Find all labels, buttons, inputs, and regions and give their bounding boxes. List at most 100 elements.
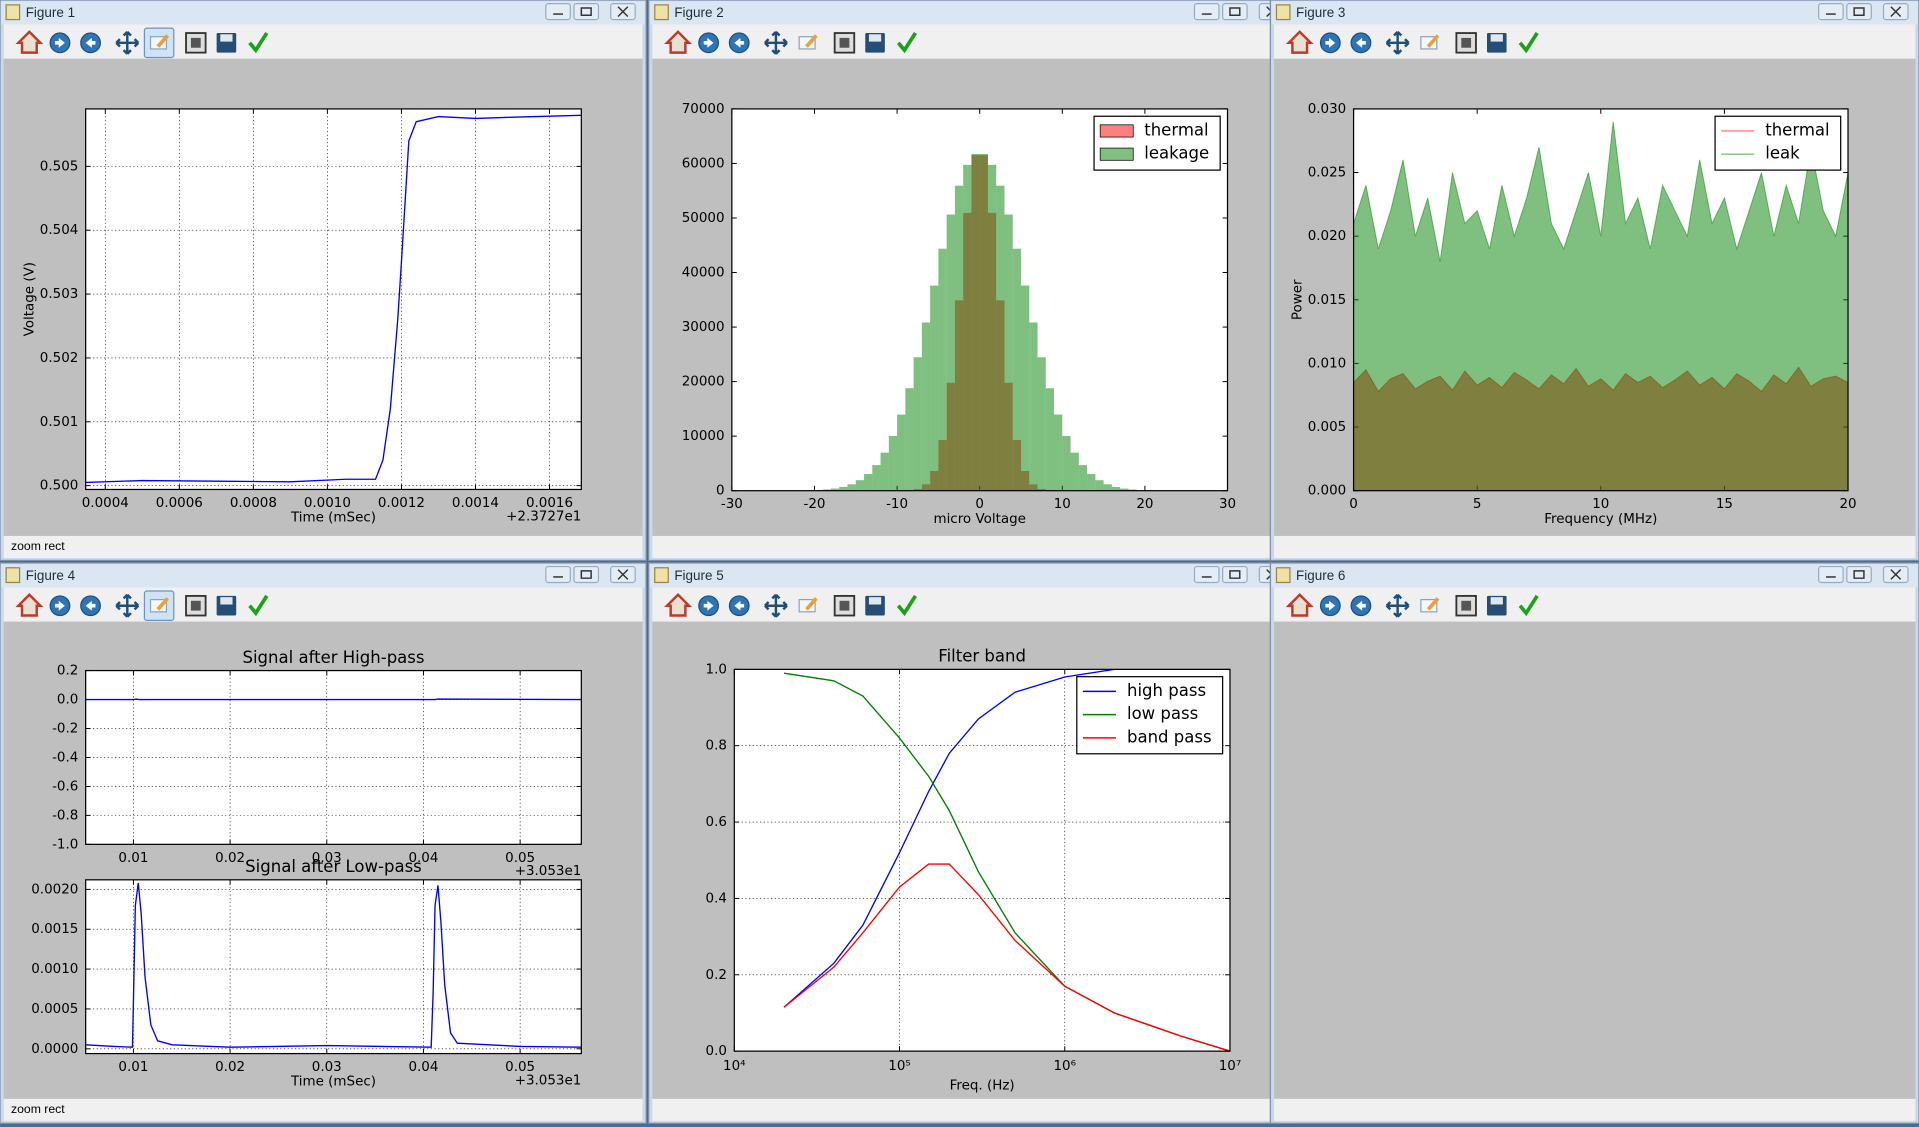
status-bar bbox=[3, 535, 643, 558]
home-icon bbox=[664, 30, 692, 54]
pan-button[interactable] bbox=[115, 593, 140, 618]
check-icon bbox=[248, 32, 269, 54]
y-tick-label: -0.2 bbox=[52, 721, 78, 736]
back-button[interactable] bbox=[698, 32, 720, 54]
back-button[interactable] bbox=[1319, 595, 1341, 617]
series-line bbox=[783, 669, 1230, 1008]
histogram-bar bbox=[930, 285, 939, 491]
histogram-bar bbox=[1054, 414, 1063, 491]
subplots-button[interactable] bbox=[1455, 32, 1477, 54]
zoom-button[interactable] bbox=[1420, 34, 1440, 50]
y-axis-label: Power bbox=[1290, 279, 1305, 320]
histogram-bar bbox=[839, 486, 848, 491]
histogram-bar bbox=[1004, 214, 1013, 491]
home-button[interactable] bbox=[664, 30, 692, 54]
configure-button[interactable] bbox=[248, 594, 269, 617]
minimize-button[interactable] bbox=[1818, 565, 1844, 584]
maximize-button[interactable] bbox=[573, 565, 600, 584]
home-button[interactable] bbox=[664, 592, 692, 617]
forward-button[interactable] bbox=[728, 595, 750, 617]
save-button[interactable] bbox=[1486, 595, 1507, 616]
configure-button[interactable] bbox=[248, 32, 269, 54]
forward-button[interactable] bbox=[1350, 595, 1372, 617]
x-tick-label: 0.0008 bbox=[230, 496, 277, 511]
home-button[interactable] bbox=[1285, 592, 1314, 617]
maximize-button[interactable] bbox=[1846, 3, 1872, 21]
minimize-button[interactable] bbox=[1193, 3, 1220, 21]
maximize-button-glyph bbox=[1853, 7, 1865, 17]
y-tick-label: 0.0005 bbox=[31, 1002, 78, 1017]
window: Figure 5 10⁴ 10⁵ 10⁶ 10⁷ 0.0 0.2 0.4 0.6 0.8 1.0 Fi… bbox=[648, 562, 1296, 1124]
subplots-inner bbox=[1461, 600, 1472, 611]
pan-icon bbox=[764, 593, 788, 618]
forward-button[interactable] bbox=[80, 32, 101, 54]
pan-button[interactable] bbox=[1385, 30, 1410, 55]
save-button[interactable] bbox=[865, 33, 885, 53]
y-tick-label: 1.0 bbox=[706, 662, 727, 677]
zoom-button[interactable] bbox=[143, 27, 175, 59]
subplots-inner bbox=[190, 600, 201, 611]
back-button[interactable] bbox=[698, 595, 720, 617]
minimize-button[interactable] bbox=[1193, 565, 1220, 584]
close-button[interactable] bbox=[1882, 565, 1909, 584]
configure-button[interactable] bbox=[896, 594, 917, 617]
pan-button[interactable] bbox=[764, 30, 788, 55]
legend: thermal leak bbox=[1714, 115, 1842, 171]
subplots-button[interactable] bbox=[833, 32, 856, 54]
title-bar bbox=[1271, 564, 1918, 588]
plot-area bbox=[783, 669, 1230, 1052]
forward-button[interactable] bbox=[728, 32, 750, 54]
x-tick-label: 0 bbox=[1349, 497, 1358, 512]
maximize-button[interactable] bbox=[1222, 3, 1248, 21]
maximize-button[interactable] bbox=[1846, 565, 1872, 584]
home-button[interactable] bbox=[15, 30, 44, 54]
maximize-button[interactable] bbox=[1222, 565, 1248, 584]
minimize-button[interactable] bbox=[545, 565, 571, 584]
maximize-button[interactable] bbox=[573, 3, 600, 21]
close-button[interactable] bbox=[610, 565, 636, 584]
home-button[interactable] bbox=[15, 592, 44, 617]
configure-button[interactable] bbox=[896, 32, 917, 54]
x-axis-label: Freq. (Hz) bbox=[950, 1078, 1015, 1093]
save-button[interactable] bbox=[865, 595, 885, 616]
zoom-button[interactable] bbox=[1420, 597, 1440, 613]
back-button[interactable] bbox=[49, 595, 71, 617]
close-button[interactable] bbox=[610, 3, 636, 21]
subplots-button[interactable] bbox=[185, 32, 207, 54]
subplots-button[interactable] bbox=[1455, 595, 1477, 617]
axes-frame bbox=[733, 668, 1231, 1052]
save-button[interactable] bbox=[1486, 33, 1507, 53]
back-button[interactable] bbox=[49, 32, 71, 54]
histogram-bar bbox=[913, 357, 922, 491]
home-button[interactable] bbox=[1285, 30, 1314, 54]
save-button[interactable] bbox=[216, 33, 237, 53]
minimize-button[interactable] bbox=[545, 3, 571, 21]
configure-button[interactable] bbox=[1518, 32, 1539, 54]
legend-label: high pass bbox=[1127, 681, 1206, 700]
zoom-pencil bbox=[1426, 34, 1440, 48]
histogram-bar bbox=[1037, 357, 1046, 491]
forward-button[interactable] bbox=[1350, 32, 1372, 54]
zoom-button[interactable] bbox=[798, 34, 818, 50]
minimize-button[interactable] bbox=[1818, 3, 1844, 21]
window-title: Figure 2 bbox=[674, 5, 723, 20]
axes-title: Filter band bbox=[938, 647, 1026, 666]
pan-button[interactable] bbox=[764, 593, 788, 618]
pan-button[interactable] bbox=[1385, 593, 1410, 618]
zoom-button[interactable] bbox=[798, 597, 818, 613]
x-tick-label: 0.02 bbox=[215, 851, 245, 866]
subplots-button[interactable] bbox=[185, 595, 207, 617]
axes-frame bbox=[731, 108, 1229, 492]
save-button[interactable] bbox=[216, 595, 237, 616]
forward-button[interactable] bbox=[80, 595, 101, 617]
close-button[interactable] bbox=[1882, 3, 1909, 21]
x-tick-label: 10⁵ bbox=[888, 1059, 911, 1074]
subplots-button[interactable] bbox=[833, 595, 856, 617]
maximize-button-glyph bbox=[1853, 570, 1865, 579]
configure-button[interactable] bbox=[1518, 594, 1539, 617]
back-button[interactable] bbox=[1319, 32, 1341, 54]
pan-button[interactable] bbox=[115, 30, 140, 55]
histogram-bar bbox=[847, 484, 856, 491]
nav-arrow bbox=[85, 600, 96, 611]
zoom-button[interactable] bbox=[143, 590, 175, 622]
